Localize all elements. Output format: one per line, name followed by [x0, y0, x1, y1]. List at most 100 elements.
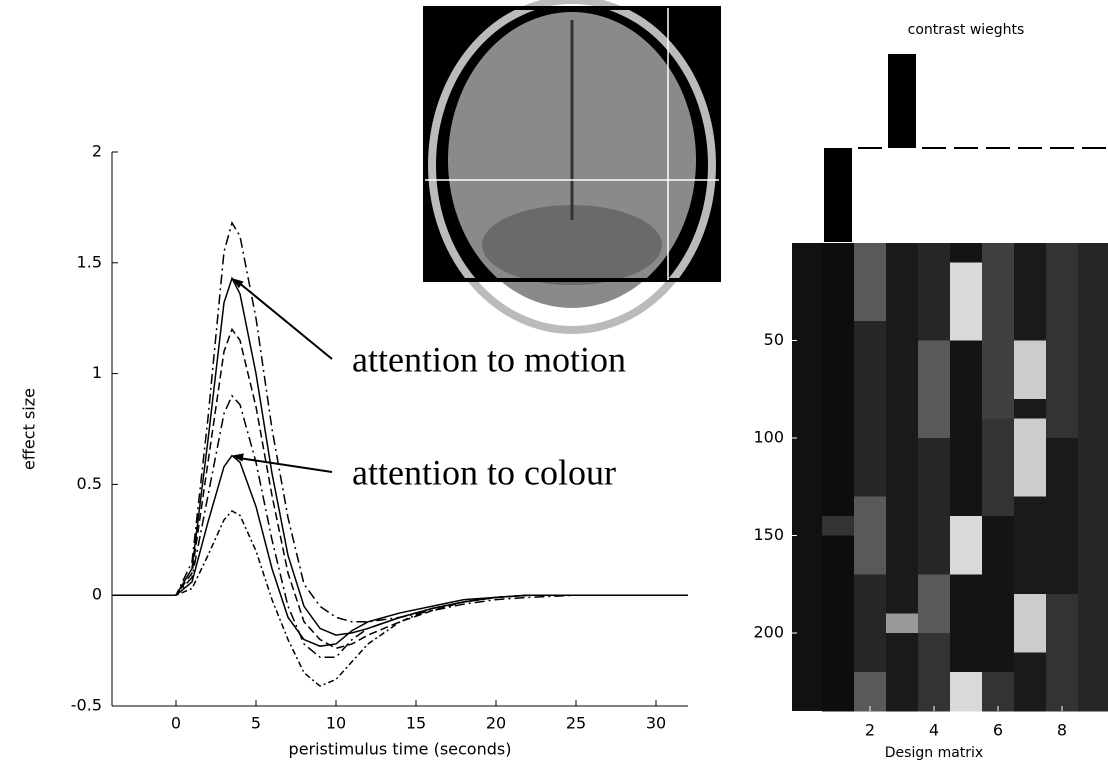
matrix-cell	[1014, 360, 1046, 380]
matrix-cell	[918, 555, 950, 575]
matrix-cell	[1078, 360, 1108, 380]
matrix-cell	[918, 536, 950, 556]
matrix-cell	[950, 399, 982, 419]
matrix-cell	[854, 438, 886, 458]
matrix-cell	[950, 555, 982, 575]
matrix-cell	[1078, 263, 1108, 283]
matrix-cell	[822, 555, 854, 575]
matrix-cell	[918, 321, 950, 341]
matrix-cell	[982, 263, 1014, 283]
x-tick-label: 30	[646, 714, 666, 733]
matrix-cell	[1046, 302, 1078, 322]
matrix-cell	[822, 594, 854, 614]
matrix-cell	[822, 438, 854, 458]
matrix-cell	[822, 399, 854, 419]
matrix-border	[792, 243, 822, 711]
matrix-cell	[982, 399, 1014, 419]
matrix-cell	[822, 672, 854, 692]
matrix-cell	[950, 302, 982, 322]
matrix-cell	[854, 653, 886, 673]
matrix-cell	[918, 243, 950, 263]
matrix-cell	[1014, 497, 1046, 517]
matrix-cell	[1046, 360, 1078, 380]
matrix-cell	[822, 633, 854, 653]
annotation: attention to motion	[352, 339, 626, 379]
matrix-cell	[982, 614, 1014, 634]
matrix-cell	[854, 321, 886, 341]
matrix-cell	[886, 341, 918, 361]
matrix-cell	[1078, 614, 1108, 634]
matrix-cell	[886, 263, 918, 283]
matrix-cell	[950, 263, 982, 283]
y-tick-label: 50	[764, 330, 784, 349]
matrix-cell	[886, 282, 918, 302]
matrix-cell	[1046, 536, 1078, 556]
matrix-cell	[982, 555, 1014, 575]
matrix-cell	[982, 633, 1014, 653]
matrix-cell	[1046, 438, 1078, 458]
matrix-cell	[822, 575, 854, 595]
matrix-cell	[886, 672, 918, 692]
matrix-cell	[950, 360, 982, 380]
matrix-cell	[1046, 516, 1078, 536]
matrix-cell	[918, 399, 950, 419]
x-axis-label: peristimulus time (seconds)	[289, 740, 512, 759]
matrix-cell	[1078, 321, 1108, 341]
matrix-cell	[886, 536, 918, 556]
matrix-cell	[1078, 653, 1108, 673]
matrix-cell	[950, 594, 982, 614]
matrix-cell	[854, 282, 886, 302]
matrix-cell	[950, 419, 982, 439]
matrix-cell	[886, 302, 918, 322]
matrix-cell	[1078, 536, 1108, 556]
matrix-cell	[1014, 594, 1046, 614]
matrix-cell	[918, 653, 950, 673]
x-tick-label: 20	[486, 714, 506, 733]
matrix-cell	[1078, 282, 1108, 302]
matrix-cell	[1014, 653, 1046, 673]
matrix-cell	[950, 458, 982, 478]
matrix-cell	[1046, 263, 1078, 283]
matrix-cell	[1014, 614, 1046, 634]
matrix-cell	[1014, 243, 1046, 263]
matrix-cell	[950, 282, 982, 302]
matrix-cell	[950, 497, 982, 517]
matrix-cell	[950, 380, 982, 400]
matrix-cell	[982, 438, 1014, 458]
matrix-cell	[950, 477, 982, 497]
matrix-cell	[1046, 614, 1078, 634]
matrix-cell	[854, 458, 886, 478]
matrix-cell	[822, 516, 854, 536]
matrix-cell	[1078, 497, 1108, 517]
y-tick-label: 150	[753, 525, 784, 544]
matrix-cell	[950, 516, 982, 536]
matrix-cell	[1014, 263, 1046, 283]
matrix-cell	[854, 672, 886, 692]
matrix-cell	[1078, 477, 1108, 497]
matrix-cell	[918, 516, 950, 536]
matrix-cell	[854, 419, 886, 439]
matrix-cell	[886, 653, 918, 673]
annotation-arrow	[236, 458, 332, 472]
matrix-cell	[918, 614, 950, 634]
matrix-cell	[1046, 380, 1078, 400]
matrix-cell	[1046, 555, 1078, 575]
matrix-cell	[854, 633, 886, 653]
matrix-cell	[822, 653, 854, 673]
matrix-cell	[918, 360, 950, 380]
matrix-cell	[918, 282, 950, 302]
x-tick-label: 0	[171, 714, 181, 733]
matrix-cell	[886, 575, 918, 595]
matrix-cell	[822, 302, 854, 322]
matrix-cell	[982, 672, 1014, 692]
matrix-cell	[1046, 458, 1078, 478]
matrix-cell	[982, 282, 1014, 302]
matrix-cell	[1046, 282, 1078, 302]
matrix-cell	[822, 497, 854, 517]
annotation: attention to colour	[352, 452, 616, 492]
y-tick-label: 100	[753, 428, 784, 447]
y-tick-label: -0.5	[71, 696, 102, 715]
matrix-cell	[822, 536, 854, 556]
matrix-cell	[982, 302, 1014, 322]
matrix-cell	[982, 594, 1014, 614]
